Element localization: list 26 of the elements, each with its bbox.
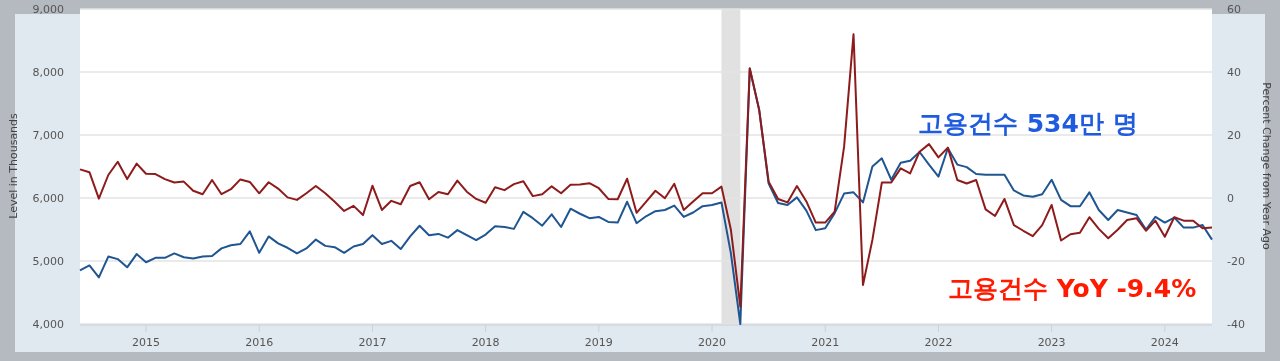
y-tick-label: 6,000: [32, 192, 64, 205]
y2-tick-label: 60: [1227, 3, 1241, 16]
y-tick-label: 4,000: [32, 318, 64, 331]
y2-tick-label: 40: [1227, 66, 1241, 79]
y-tick-label: 7,000: [32, 129, 64, 142]
y2-axis-title: Percent Change from Year Ago: [1260, 82, 1273, 251]
x-tick-label: 2024: [1150, 336, 1179, 349]
annotation: 고용건수 YoY -9.4%: [948, 274, 1197, 303]
x-tick-label: 2019: [584, 336, 613, 349]
y2-tick-label: -20: [1227, 255, 1245, 268]
x-tick-label: 2016: [245, 336, 274, 349]
y-axis-title: Level in Thousands: [7, 112, 20, 219]
x-tick-label: 2015: [132, 336, 161, 349]
x-tick-label: 2018: [471, 336, 500, 349]
x-tick-label: 2017: [358, 336, 387, 349]
y-tick-label: 9,000: [32, 3, 64, 16]
x-tick-label: 2020: [698, 336, 727, 349]
y-tick-label: 8,000: [32, 66, 64, 79]
x-tick-label: 2021: [811, 336, 840, 349]
annotation: 고용건수 534만 명: [918, 109, 1138, 138]
y2-tick-label: 20: [1227, 129, 1241, 142]
x-tick-label: 2023: [1037, 336, 1066, 349]
y2-tick-label: 0: [1227, 192, 1234, 205]
y-tick-label: 5,000: [32, 255, 64, 268]
y2-tick-label: -40: [1227, 318, 1245, 331]
x-tick-label: 2022: [924, 336, 953, 349]
